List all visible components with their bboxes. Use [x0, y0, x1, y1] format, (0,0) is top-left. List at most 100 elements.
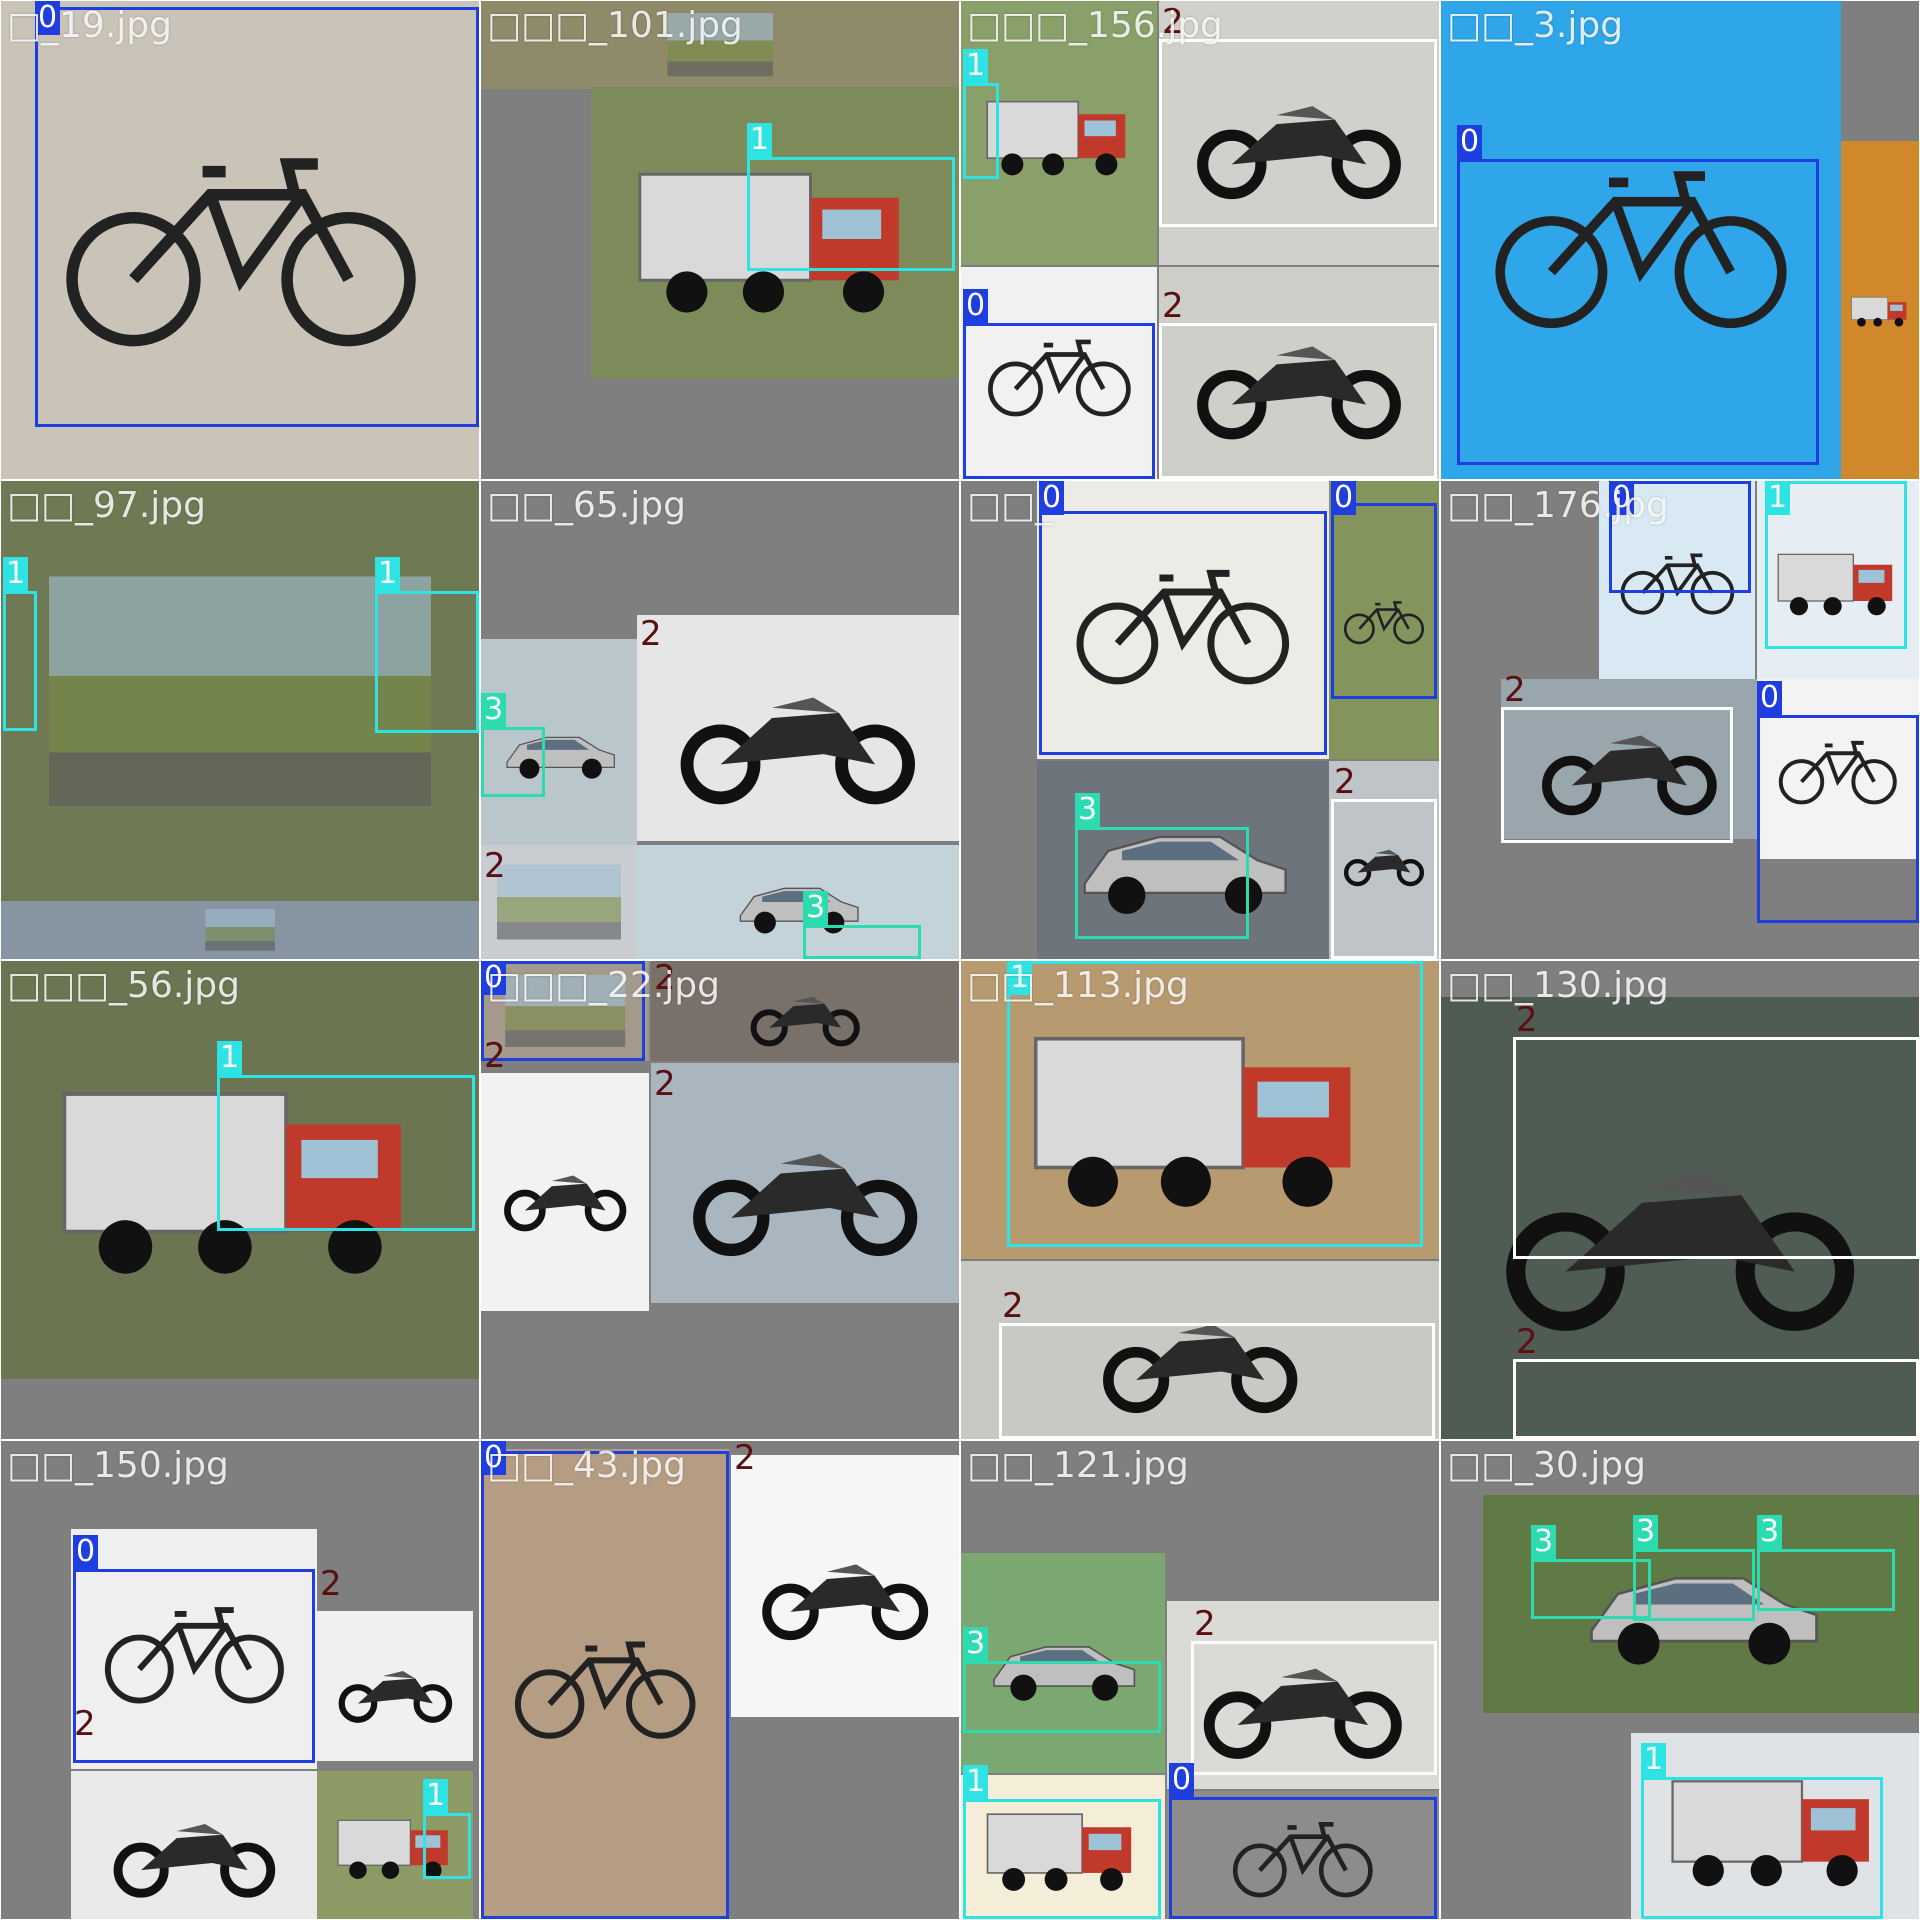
bounding-box	[1641, 1777, 1883, 1919]
motorcycle-silhouette	[1102, 1324, 1298, 1413]
landscape-photo	[1, 901, 479, 959]
class-label: 0	[35, 1, 61, 35]
motorcycle-photo	[1159, 1, 1439, 265]
truck-silhouette	[62, 1091, 401, 1274]
mosaic-tile: 3 2 2 3 □□_65.jpg	[481, 481, 959, 959]
bounding-box	[1075, 827, 1249, 939]
class-label: 3	[1075, 793, 1101, 827]
scooter-silhouette	[1203, 1668, 1402, 1760]
class-label: 2	[1516, 1000, 1538, 1040]
bicycle-silhouette	[514, 1641, 696, 1739]
truck-silhouette	[1671, 1780, 1869, 1887]
car-silhouette	[739, 887, 859, 934]
truck-photo	[1631, 1733, 1919, 1919]
truck-silhouette	[986, 100, 1125, 176]
motorcycle-silhouette	[503, 1175, 627, 1232]
motorcycle-silhouette	[338, 1671, 452, 1723]
mosaic-tile: 3 3 3 1 □□_30.jpg	[1441, 1441, 1919, 1919]
bounding-box	[481, 961, 645, 1061]
mosaic-tile: 0 1 2 0 □□_176.jpg	[1441, 481, 1919, 959]
bicycle-photo	[1441, 1, 1841, 479]
tile-filename: □□□_56.jpg	[7, 965, 240, 1006]
bicycle-silhouette	[987, 339, 1131, 417]
bicycle-photo	[1329, 481, 1439, 759]
class-label: 0	[1757, 681, 1783, 715]
scooter-photo	[1167, 1601, 1439, 1789]
tile-filename: □□_97.jpg	[7, 485, 206, 526]
motorcycle-photo	[651, 961, 959, 1061]
tile-filename: □_19.jpg	[7, 5, 172, 46]
class-label: 2	[654, 1064, 676, 1104]
class-label: 2	[640, 614, 662, 654]
mosaic-tile: 2 2 □□_130.jpg	[1441, 961, 1919, 1439]
bounding-box	[3, 591, 37, 731]
bicycle-silhouette	[1495, 171, 1787, 328]
tile-filename: □□_43.jpg	[487, 1445, 686, 1486]
mosaic-tile: 0 0 3 2 □□_	[961, 481, 1439, 959]
class-label: 2	[1002, 1286, 1024, 1326]
bounding-box	[999, 1323, 1435, 1439]
bicycle-silhouette	[1076, 569, 1290, 685]
motorcycle-silhouette	[1197, 106, 1401, 200]
class-label: 1	[375, 557, 401, 591]
motorcycle-photo	[731, 1455, 959, 1717]
motorcycle-photo	[71, 1771, 317, 1919]
truck-silhouette	[638, 172, 899, 313]
motorcycle-silhouette	[692, 1153, 918, 1256]
bicycle-silhouette	[1343, 601, 1425, 645]
motorcycle-silhouette	[762, 1564, 928, 1640]
bounding-box	[1457, 159, 1819, 465]
class-label: 1	[963, 1765, 989, 1799]
class-label: 1	[747, 123, 773, 157]
class-label: 1	[217, 1041, 243, 1075]
class-label: 3	[481, 693, 507, 727]
mosaic-tile: 0 2 2 1 □□_150.jpg	[1, 1441, 479, 1919]
landscape-silhouette	[496, 864, 622, 940]
mosaic-tile: 1 □□□_101.jpg	[481, 1, 959, 479]
class-label: 2	[1194, 1604, 1216, 1644]
class-label: 3	[1633, 1515, 1659, 1549]
bounding-box	[747, 157, 955, 271]
bicycle-photo	[961, 267, 1157, 479]
bounding-box	[963, 1661, 1161, 1733]
tile-filename: □□_	[967, 485, 1054, 526]
landscape-silhouette	[504, 975, 625, 1047]
class-label: 1	[963, 49, 989, 83]
class-label: 0	[1169, 1763, 1195, 1797]
truck-silhouette	[1850, 297, 1907, 327]
tile-filename: □□_3.jpg	[1447, 5, 1624, 46]
landscape-photo	[1, 481, 479, 901]
motorcycle-silhouette	[1506, 1172, 1854, 1331]
tile-filename: □□□_101.jpg	[487, 5, 743, 46]
class-label: 1	[3, 557, 29, 591]
mosaic-tile: 0 2 2 2 □□□_22.jpg	[481, 961, 959, 1439]
bounding-box	[375, 591, 479, 733]
bounding-box	[963, 323, 1155, 479]
class-label: 1	[1641, 1743, 1667, 1777]
motorcycle-photo	[1159, 267, 1439, 479]
bicycle-photo	[1, 1, 479, 479]
truck-photo	[1, 961, 479, 1379]
truck-silhouette	[336, 1819, 448, 1879]
truck-silhouette	[1033, 1036, 1351, 1207]
motorcycle-photo	[1329, 761, 1439, 959]
mosaic-tile: 00□_19.jpg	[1, 1, 479, 479]
class-label: 0	[963, 289, 989, 323]
motorcycle-silhouette	[113, 1823, 275, 1898]
motorcycle-silhouette	[1343, 849, 1425, 886]
truck-photo	[317, 1771, 473, 1919]
class-label: 0	[1609, 481, 1635, 515]
class-label: 3	[963, 1627, 989, 1661]
tile-filename: □□_113.jpg	[967, 965, 1189, 1006]
bounding-box	[1609, 481, 1751, 593]
bounding-box	[423, 1813, 471, 1879]
class-label: 0	[73, 1535, 99, 1569]
bounding-box	[1191, 1641, 1437, 1775]
mosaic-tile: 1 2 0 2 □□□_156.jpg	[961, 1, 1439, 479]
tile-filename: □□□_22.jpg	[487, 965, 720, 1006]
landscape-silhouette	[667, 13, 773, 77]
truck-photo	[1841, 141, 1919, 479]
mosaic-tile: 0 □□_3.jpg	[1441, 1, 1919, 479]
motorcycle-photo	[961, 1261, 1439, 1439]
mosaic-tile: 1 □□□_56.jpg	[1, 961, 479, 1439]
